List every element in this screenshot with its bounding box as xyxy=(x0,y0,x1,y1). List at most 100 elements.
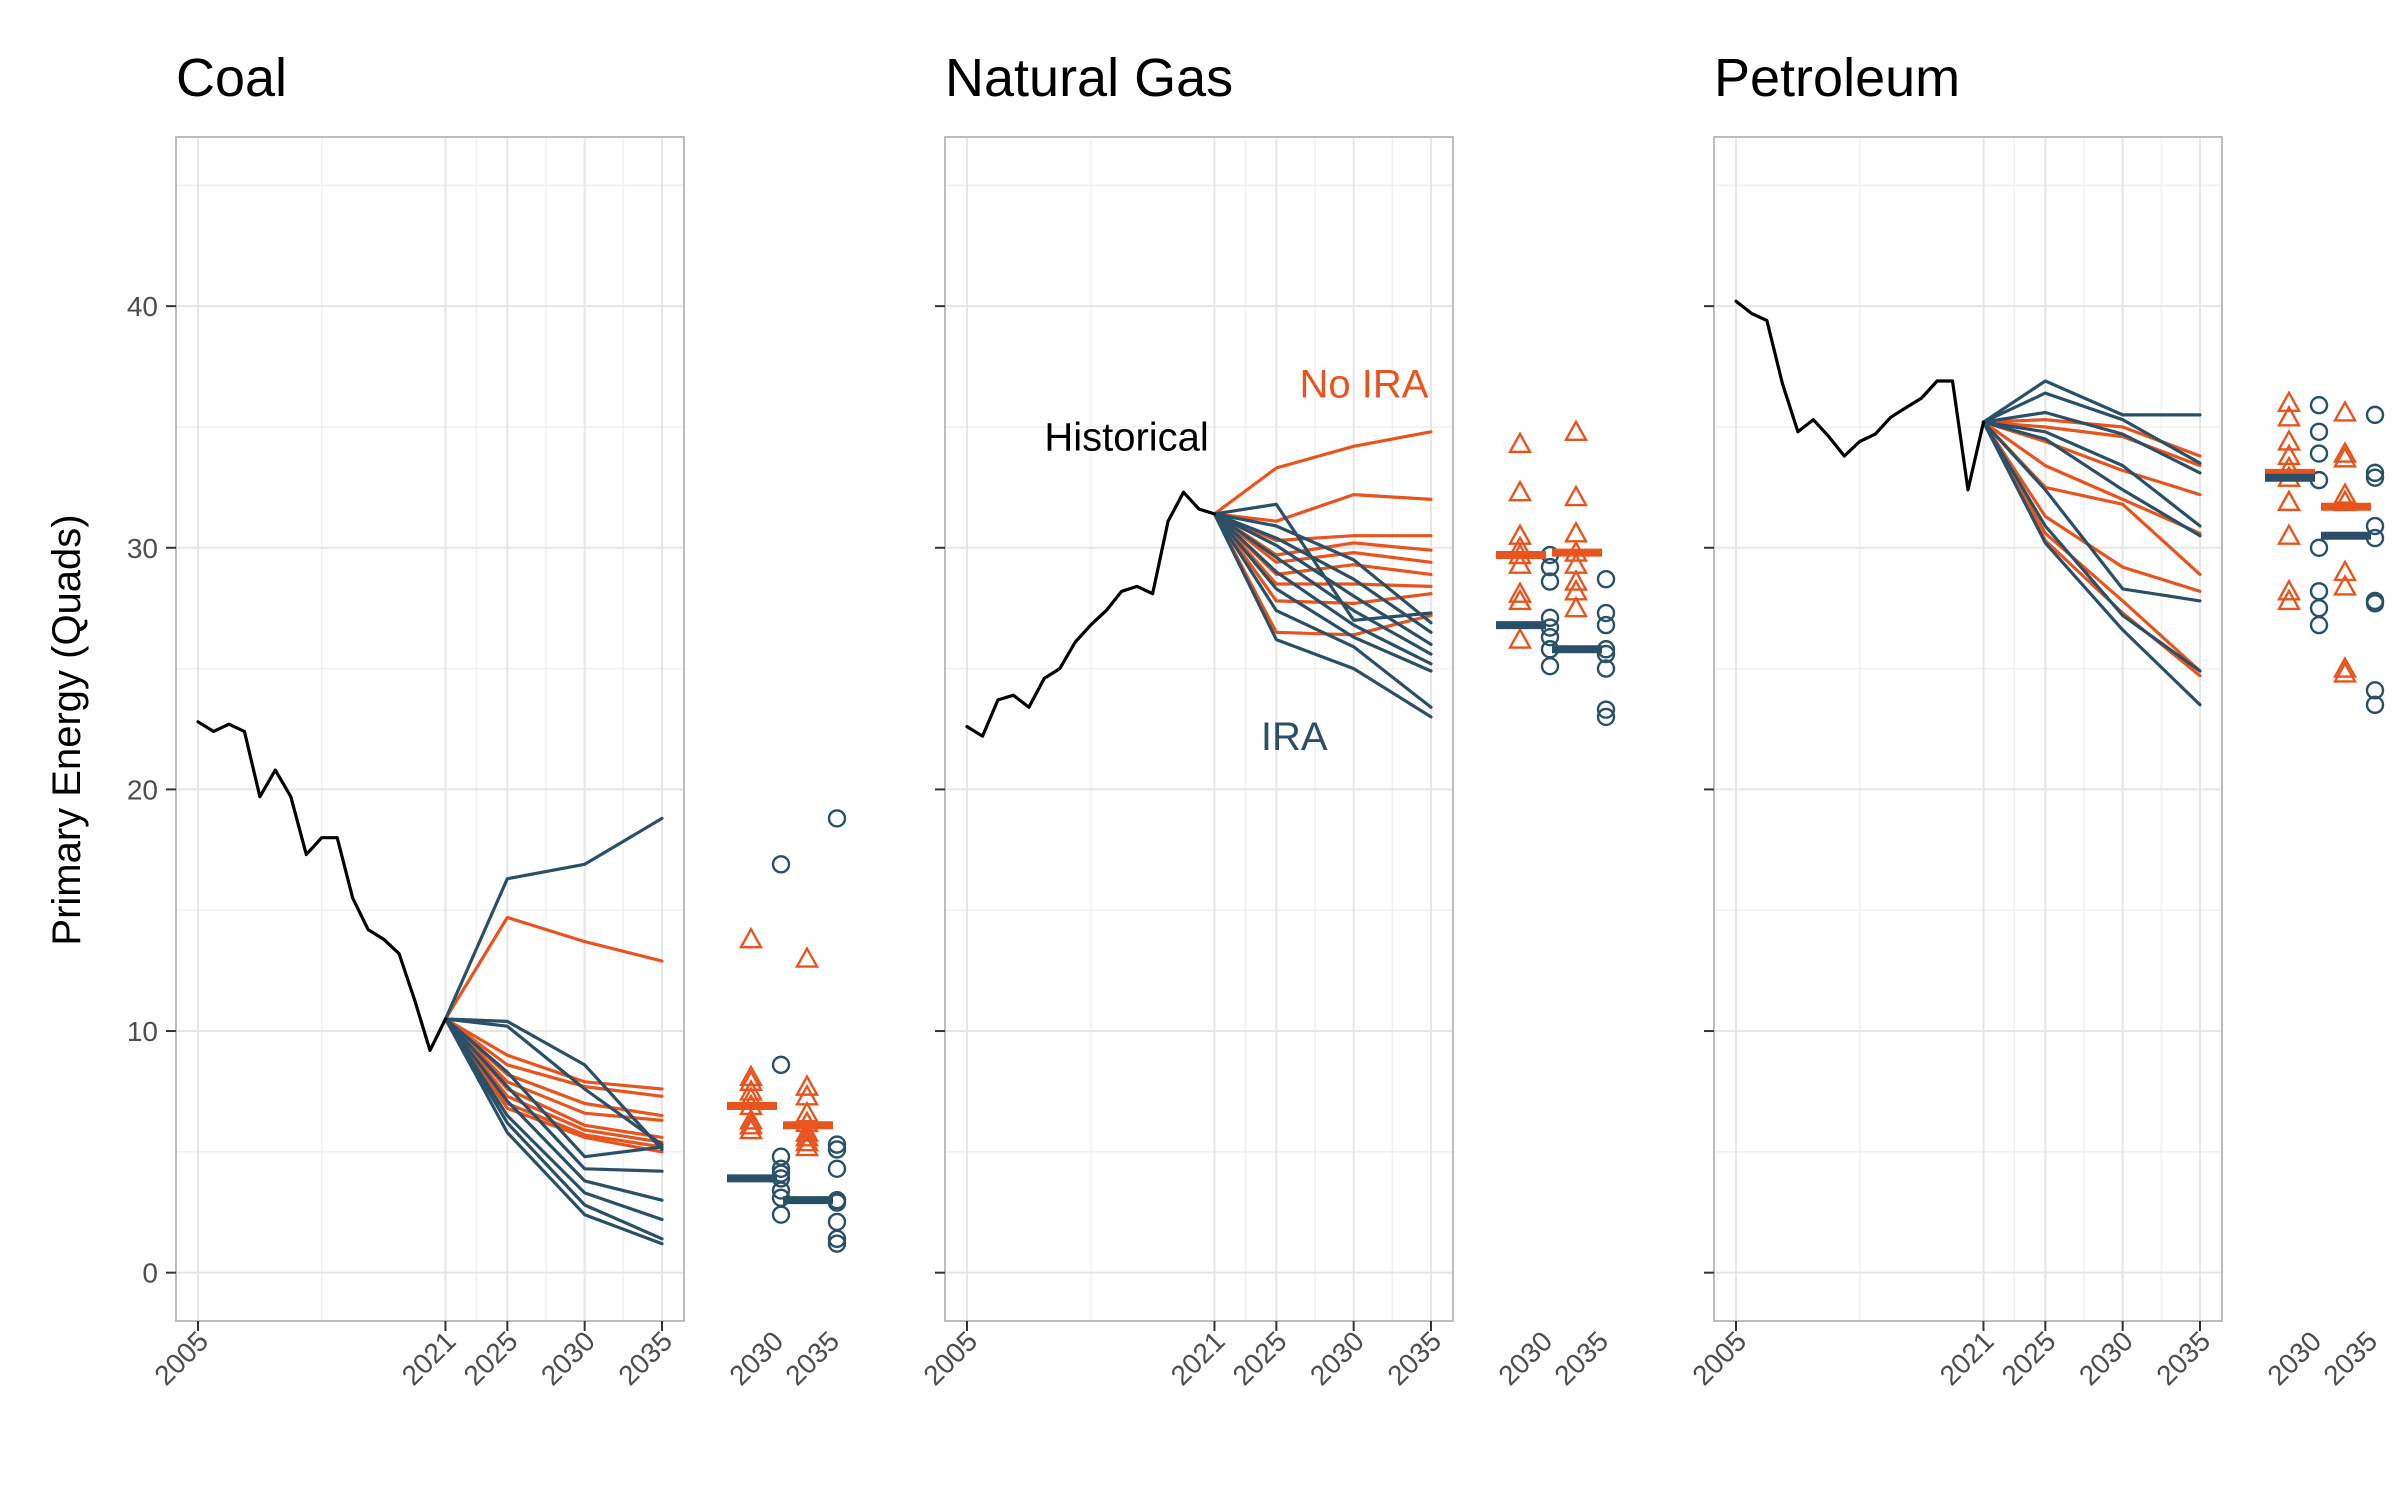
no-ira-summary-point xyxy=(2332,660,2358,683)
no-ira-summary-point xyxy=(794,1124,820,1147)
panel-border xyxy=(1713,136,2223,1322)
ira-summary-point xyxy=(2309,538,2329,557)
annotation-ira: IRA xyxy=(1261,715,1328,759)
no-ira-line xyxy=(443,915,664,1021)
no-ira-summary-point xyxy=(2276,523,2302,545)
ira-line xyxy=(1212,512,1433,719)
y-tick-label: 0 xyxy=(142,1258,158,1289)
ira-line xyxy=(443,1017,664,1159)
no-ira-summary-point xyxy=(1507,479,1533,502)
no-ira-line xyxy=(1212,512,1433,606)
plot-area xyxy=(1714,137,2222,1321)
ira-line xyxy=(1981,420,2202,707)
no-ira-summary-point xyxy=(738,1107,764,1130)
ira-summary-point xyxy=(2309,422,2329,441)
ira-line xyxy=(443,1017,664,1173)
ira-line xyxy=(443,1017,664,1241)
summary-tick-label: 2035 xyxy=(2317,1325,2383,1391)
x-tick-label: 2005 xyxy=(917,1325,983,1391)
no-ira-line xyxy=(443,1017,664,1091)
ira-line xyxy=(1981,391,2202,465)
no-ira-summary-point xyxy=(1563,595,1589,618)
plot-area xyxy=(176,137,684,1321)
ira-summary-point xyxy=(1596,659,1616,678)
summary-tick-label: 2030 xyxy=(2261,1325,2327,1391)
no-ira-summary-point xyxy=(1507,552,1533,574)
summary-tick-label: 2035 xyxy=(779,1325,845,1391)
no-ira-summary-point xyxy=(1563,419,1589,441)
ira-summary-point xyxy=(1540,656,1560,676)
no-ira-summary-point xyxy=(2332,656,2358,678)
no-ira-summary-point xyxy=(738,926,764,949)
x-tick-label: 2021 xyxy=(1934,1325,2000,1391)
ira-summary-point xyxy=(1540,627,1560,647)
panel-border xyxy=(175,136,685,1322)
no-ira-line xyxy=(1981,420,2202,673)
no-ira-line xyxy=(443,1017,664,1098)
x-tick-label: 2030 xyxy=(535,1325,601,1391)
y-tick-label: 20 xyxy=(127,774,158,805)
ira-line xyxy=(1212,512,1433,647)
ira-summary-point xyxy=(827,1234,847,1253)
ira-line xyxy=(1981,420,2202,673)
ira-line xyxy=(443,816,664,1021)
ira-line xyxy=(1212,512,1433,673)
ira-summary-point xyxy=(2365,681,2385,700)
ira-summary-point xyxy=(1540,557,1560,577)
x-tick-label: 2035 xyxy=(612,1325,678,1391)
ira-summary-point xyxy=(2365,405,2385,425)
ira-summary-point xyxy=(827,1212,847,1232)
panel-title: Coal xyxy=(176,48,287,108)
no-ira-summary-point xyxy=(2276,578,2302,601)
plot-area xyxy=(945,137,1453,1321)
annotation-no-ira: No IRA xyxy=(1300,362,1429,406)
ira-summary-point xyxy=(827,1140,847,1159)
no-ira-summary-point xyxy=(2276,588,2302,611)
ira-summary-point xyxy=(771,1181,791,1200)
summary-tick-label: 2030 xyxy=(723,1325,789,1391)
no-ira-summary-point xyxy=(1563,520,1589,543)
y-tick-label: 30 xyxy=(127,533,158,564)
x-tick-label: 2005 xyxy=(148,1325,214,1391)
no-ira-line xyxy=(1212,493,1433,523)
ira-summary-point xyxy=(827,1135,847,1154)
no-ira-line xyxy=(443,1017,664,1154)
no-ira-summary-point xyxy=(2276,390,2302,412)
no-ira-line xyxy=(1212,512,1433,637)
x-tick-label: 2025 xyxy=(458,1325,524,1391)
y-tick-label: 40 xyxy=(127,291,158,322)
ira-summary-point xyxy=(1596,644,1616,664)
ira-line xyxy=(1212,502,1433,622)
ira-line xyxy=(1212,512,1433,656)
historical-line xyxy=(1734,299,1986,492)
ira-line xyxy=(1212,512,1433,625)
no-ira-summary-point xyxy=(2276,489,2302,512)
ira-summary-point xyxy=(827,1159,847,1178)
panel-title: Petroleum xyxy=(1714,48,1960,108)
x-tick-label: 2035 xyxy=(1381,1325,1447,1391)
no-ira-summary-point xyxy=(738,1117,764,1140)
ira-summary-point xyxy=(771,1159,791,1178)
ira-summary-point xyxy=(1596,707,1616,727)
panel-title: Natural Gas xyxy=(945,48,1233,108)
x-tick-label: 2021 xyxy=(396,1325,462,1391)
panel-border xyxy=(944,136,1454,1322)
x-tick-label: 2025 xyxy=(1996,1325,2062,1391)
no-ira-line xyxy=(1981,420,2202,535)
no-ira-summary-point xyxy=(2332,573,2358,596)
ira-summary-point xyxy=(1596,700,1616,719)
x-tick-label: 2025 xyxy=(1227,1325,1293,1391)
y-tick-label: 10 xyxy=(127,1016,158,1047)
ira-line xyxy=(1981,420,2202,538)
ira-summary-point xyxy=(771,855,791,874)
ira-summary-point xyxy=(1596,569,1616,589)
no-ira-summary-point xyxy=(738,1112,764,1135)
historical-line xyxy=(196,720,448,1053)
ira-summary-point xyxy=(1540,572,1560,591)
no-ira-summary-point xyxy=(2332,445,2358,468)
ira-line xyxy=(443,1017,664,1246)
x-tick-label: 2005 xyxy=(1686,1325,1752,1391)
ira-summary-point xyxy=(2309,444,2329,463)
